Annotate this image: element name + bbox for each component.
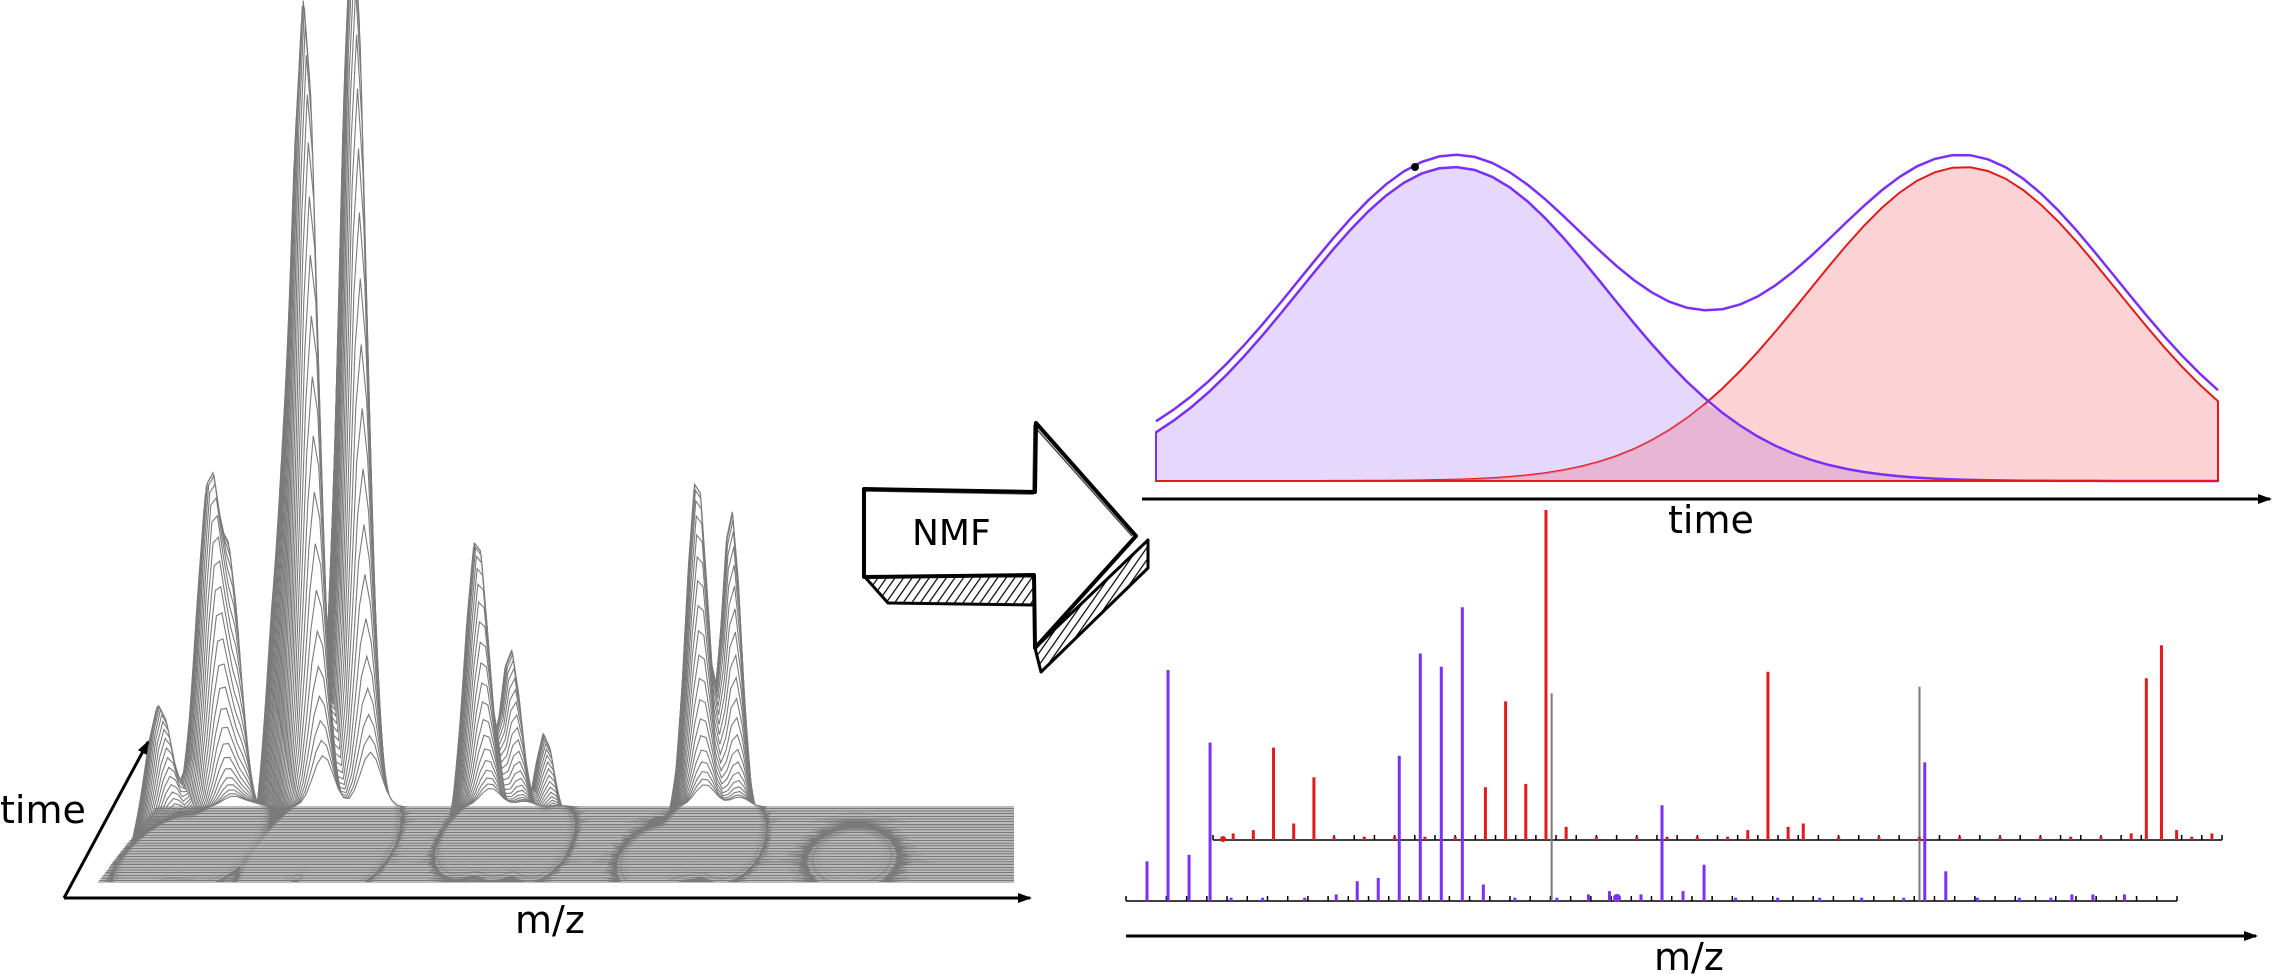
left-time-axis bbox=[62, 740, 150, 899]
waterfall-3d-plot bbox=[97, 0, 1014, 883]
sum-profile-line bbox=[1155, 153, 2219, 423]
left-time-label: time bbox=[0, 788, 86, 832]
left-mz-label: m/z bbox=[515, 898, 585, 942]
nmf-arrow: NMF bbox=[862, 421, 1150, 674]
waterfall-slice-26 bbox=[129, 0, 1014, 842]
right-time-label: time bbox=[1668, 498, 1754, 542]
nmf-label: NMF bbox=[912, 513, 991, 554]
red-spectrum-bars bbox=[1231, 510, 2214, 840]
waterfall-slice-22 bbox=[124, 46, 1014, 848]
purple-spectrum-bars bbox=[1145, 607, 2126, 901]
red-dot bbox=[1220, 836, 1226, 842]
gray-spectrum-bars bbox=[1550, 686, 1921, 901]
waterfall-slice-21 bbox=[123, 89, 1014, 850]
elution-profiles-chart bbox=[1155, 153, 2219, 483]
right-mz-label: m/z bbox=[1654, 935, 1724, 974]
waterfall-slice-27 bbox=[131, 0, 1014, 840]
waterfall-slice-47 bbox=[156, 751, 1014, 808]
purple-dot bbox=[1613, 894, 1621, 902]
waterfall-slice-24 bbox=[127, 0, 1014, 845]
overlap-area bbox=[1156, 404, 2218, 481]
peak-marker bbox=[1411, 163, 1419, 171]
purple-spectrum-ticks bbox=[1125, 896, 2178, 901]
waterfall-slice-25 bbox=[128, 0, 1014, 843]
spectra-chart bbox=[1125, 510, 2223, 902]
waterfall-slice-23 bbox=[125, 6, 1014, 846]
